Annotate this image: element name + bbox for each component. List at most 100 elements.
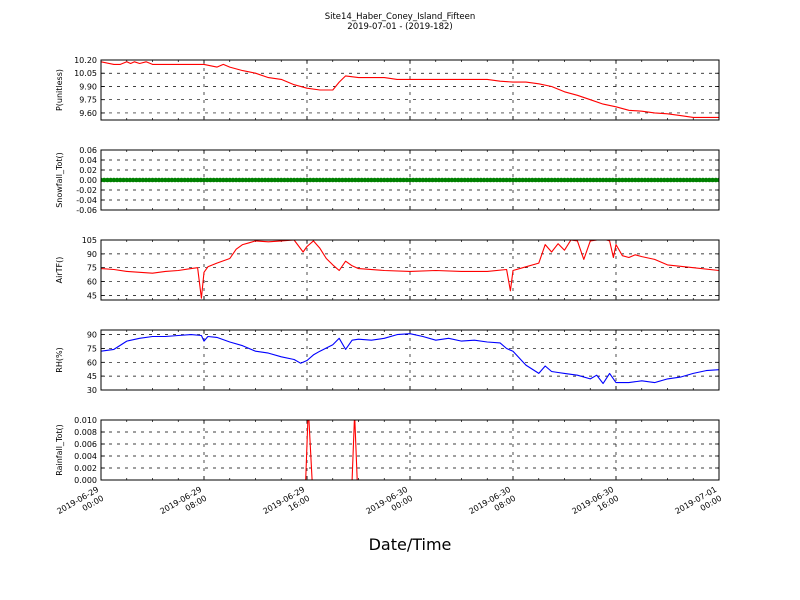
data-point <box>713 177 719 183</box>
figure-title: Site14_Haber_Coney_Island_Fifteen <box>325 12 476 22</box>
data-point <box>652 177 657 183</box>
y-tick-label: 45 <box>87 372 97 381</box>
data-point <box>481 177 487 183</box>
data-point <box>311 177 316 183</box>
data-point <box>282 177 287 183</box>
data-point <box>449 177 455 183</box>
data-point <box>156 177 162 183</box>
data-point <box>607 177 612 183</box>
data-point <box>137 177 142 183</box>
chart-panel-2: 0.060.040.020.00-0.02-0.04-0.06 Snowfall_… <box>55 146 720 215</box>
y-tick-label: 10.05 <box>74 69 97 78</box>
series-line <box>101 420 719 480</box>
y-tick-label: 0.006 <box>74 440 97 449</box>
data-point <box>182 177 187 183</box>
y-tick-label: 60 <box>87 358 97 367</box>
data-point <box>446 177 451 183</box>
data-point <box>243 177 249 183</box>
data-point <box>288 177 294 183</box>
data-point <box>352 177 358 183</box>
data-point <box>465 177 471 183</box>
data-point <box>134 177 139 183</box>
data-point <box>240 177 245 183</box>
data-point <box>307 177 313 183</box>
data-point <box>304 177 310 183</box>
y-tick-label: 9.60 <box>79 109 97 118</box>
data-point <box>684 177 690 183</box>
data-point <box>504 177 509 183</box>
y-tick-label: 105 <box>82 236 97 245</box>
data-point <box>616 177 622 183</box>
data-point <box>690 177 696 183</box>
data-point <box>346 177 352 183</box>
data-point <box>278 177 284 183</box>
y-tick-label: 90 <box>87 331 97 340</box>
data-point <box>674 177 680 183</box>
y-tick-label: 9.90 <box>79 82 97 91</box>
data-point <box>462 177 468 183</box>
data-point <box>604 177 609 183</box>
y-tick-label: -0.04 <box>76 196 97 205</box>
data-point <box>249 177 255 183</box>
data-point <box>494 177 500 183</box>
data-point <box>475 177 480 183</box>
data-point <box>195 177 200 183</box>
data-point <box>665 177 670 183</box>
data-point <box>539 177 545 183</box>
data-point <box>407 177 413 183</box>
data-point <box>542 177 548 183</box>
figure-subtitle: 2019-07-01 - (2019-182) <box>347 22 452 32</box>
data-point <box>324 177 329 183</box>
y-tick-label: 60 <box>87 278 97 287</box>
data-point <box>333 177 339 183</box>
data-point <box>230 177 236 183</box>
data-point <box>172 177 178 183</box>
data-point <box>359 177 365 183</box>
data-point <box>645 177 651 183</box>
data-point <box>410 177 416 183</box>
data-point <box>224 177 229 183</box>
data-point <box>246 177 252 183</box>
y-tick-label: 10.20 <box>74 56 97 65</box>
data-point <box>427 177 432 183</box>
data-point <box>185 177 191 183</box>
data-point <box>587 177 593 183</box>
data-point <box>253 177 258 183</box>
y-tick-label: 0.02 <box>79 166 97 175</box>
data-point <box>130 177 136 183</box>
data-point <box>121 177 126 183</box>
data-point <box>620 177 625 183</box>
y-tick-label: 0.004 <box>74 452 97 461</box>
data-point <box>285 177 290 183</box>
data-point <box>381 177 387 183</box>
data-point <box>275 177 281 183</box>
y-axis-label: Rainfall_Tot() <box>55 424 64 476</box>
data-point <box>201 177 207 183</box>
data-point <box>266 177 271 183</box>
data-point <box>681 177 686 183</box>
y-axis-label: P(unitless) <box>55 69 64 111</box>
data-point <box>146 177 152 183</box>
data-point <box>150 177 155 183</box>
data-point <box>362 177 368 183</box>
data-point <box>697 177 702 183</box>
data-point <box>217 177 223 183</box>
data-point <box>575 177 580 183</box>
data-point <box>269 177 274 183</box>
data-point <box>430 177 435 183</box>
data-point <box>694 177 699 183</box>
y-axis-label: RH(%) <box>55 347 64 372</box>
data-point <box>262 177 268 183</box>
plot-frame <box>100 419 720 481</box>
data-point <box>179 177 184 183</box>
data-point <box>452 177 458 183</box>
data-point <box>649 177 654 183</box>
series-line <box>101 61 719 118</box>
data-point <box>636 177 641 183</box>
